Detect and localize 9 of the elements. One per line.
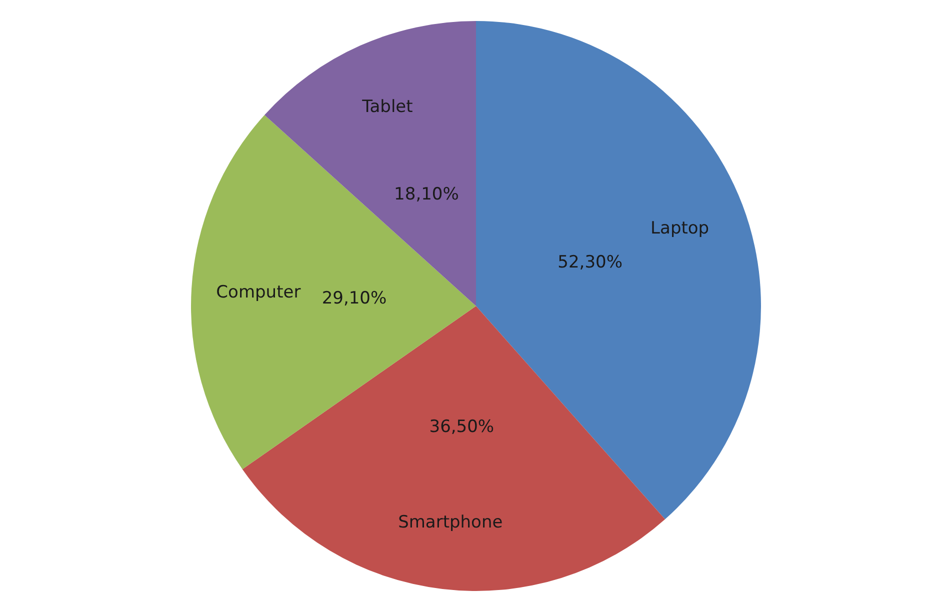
data-label: 29,10% [322, 288, 387, 308]
data-label: 52,30% [558, 252, 622, 273]
slice-label: Laptop [650, 218, 710, 239]
data-label: 36,50% [429, 417, 494, 438]
pie-slice [242, 306, 666, 591]
data-label: 18,10% [394, 184, 459, 205]
slice-label: Computer [216, 282, 301, 302]
slice-label: Tablet [361, 96, 414, 117]
slice-label: Smartphone [398, 512, 503, 532]
